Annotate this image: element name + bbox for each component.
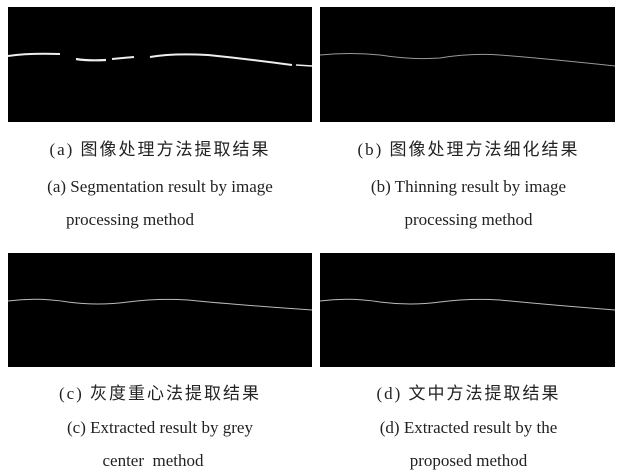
crack-image [8, 7, 312, 122]
caption-cn: (c) 灰度重心法提取结果 [8, 384, 312, 404]
caption-en: proposed method [320, 451, 617, 471]
crack-image [320, 253, 615, 367]
panel-image [320, 7, 615, 122]
caption-cn: (d) 文中方法提取结果 [320, 384, 617, 404]
caption-en: processing method [320, 210, 617, 230]
caption-en: (b) Thinning result by image [320, 177, 617, 197]
caption-en: processing method [0, 210, 260, 230]
panel-image [8, 253, 312, 367]
caption-cn: (a) 图像处理方法提取结果 [8, 140, 312, 160]
panel-image [320, 253, 615, 367]
crack-image [320, 7, 615, 122]
crack-image [8, 253, 312, 367]
caption-cn: (b) 图像处理方法细化结果 [320, 140, 617, 160]
caption-en: (c) Extracted result by grey [8, 418, 312, 438]
caption-en: (a) Segmentation result by image [0, 177, 320, 197]
figure: (a) 图像处理方法提取结果 (a) Segmentation result b… [0, 0, 617, 475]
panel-image [8, 7, 312, 122]
caption-en: (d) Extracted result by the [320, 418, 617, 438]
caption-en: center method [8, 451, 298, 471]
